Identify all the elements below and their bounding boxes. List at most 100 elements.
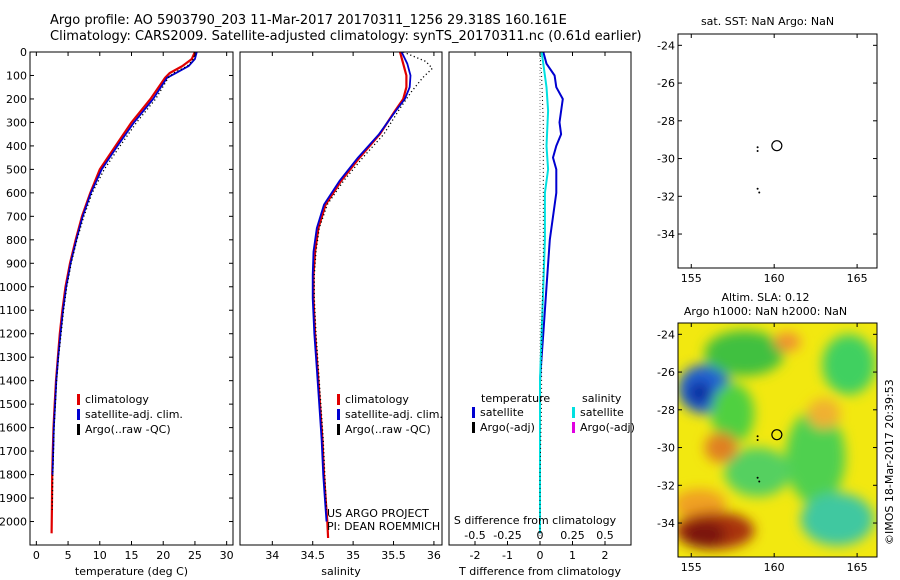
project-annotation: US ARGO PROJECT <box>327 507 429 520</box>
diff-legend-swatch-2 <box>572 407 575 418</box>
sst-map-track-dot-1 <box>756 150 759 152</box>
sla-map-track-dot-1 <box>756 439 759 441</box>
sst-map-profile-marker <box>771 140 783 152</box>
sla-map-xtick-label-2: 165 <box>847 561 868 574</box>
sal-xlabel: salinity <box>321 565 361 578</box>
depth-ytick-label-14: 1400 <box>0 375 27 388</box>
sla-map-track-dot-0 <box>756 435 759 438</box>
sal-plot-frame <box>239 51 443 546</box>
sst-map-ytick-label-5: -34 <box>657 228 675 241</box>
diff-s-tick-label-1: -0.25 <box>493 529 521 542</box>
sla-map-blob-2 <box>704 330 785 376</box>
difference-panel: -2 -1 0 1 2 -0.5 -0.25 0 0.25 0.5 S difference fro… <box>448 51 635 578</box>
sst-map-title: sat. SST: NaN Argo: NaN <box>701 15 834 28</box>
sal-xtick-label-0: 34 <box>265 549 279 562</box>
depth-ytick-label-6: 600 <box>6 187 27 200</box>
temp-legend-label-1: satellite-adj. clim. <box>85 408 183 421</box>
depth-ytick-label-20: 2000 <box>0 516 27 529</box>
sal-xtick-label-2: 35 <box>346 549 360 562</box>
sla-map-profile-marker <box>771 429 783 441</box>
temp-xtick-label-6: 30 <box>220 549 234 562</box>
depth-ytick-label-2: 200 <box>6 93 27 106</box>
sla-map-blob-3 <box>822 334 876 395</box>
sla-map-blob-1 <box>687 381 712 405</box>
sst-map-frame <box>677 33 878 269</box>
sal-legend-label-2: Argo(..raw -QC) <box>345 423 431 436</box>
sst-map-track-dot-2 <box>756 187 759 190</box>
figure-title-line2: Climatology: CARS2009. Satellite-adjuste… <box>50 29 642 44</box>
temp-series-0 <box>50 51 196 534</box>
sst-map-ytick-label-3: -30 <box>657 153 675 166</box>
diff-legend-swatch-3 <box>572 422 575 433</box>
temp-xtick-label-2: 10 <box>93 549 107 562</box>
sla-map-frame <box>677 322 878 558</box>
sla-map-blob-8 <box>704 432 738 463</box>
diff-s-tick-label-3: 0.25 <box>560 529 585 542</box>
temp-xtick-label-4: 20 <box>156 549 170 562</box>
diff-series-1 <box>539 51 550 534</box>
sla-map-ytick-label-2: -28 <box>657 404 675 417</box>
depth-ytick-label-0: 0 <box>20 46 27 59</box>
sla-map-xtick-label-1: 160 <box>764 561 785 574</box>
sla-map-ytick-label-0: -24 <box>657 328 675 341</box>
sla-map-blob-11 <box>682 521 727 548</box>
sla-map-xtick-label-0: 155 <box>681 561 702 574</box>
temp-xtick-label-0: 0 <box>33 549 40 562</box>
sla-map-track-dot-3 <box>758 480 761 483</box>
sst-map-xtick-label-1: 160 <box>764 272 785 285</box>
diff-legend-label-1: Argo(-adj) <box>480 421 535 434</box>
diff-s-tick-label-0: -0.5 <box>464 529 485 542</box>
sla-map-blob-5 <box>724 447 791 497</box>
sla-map-subtitle: Argo h1000: NaN h2000: NaN <box>684 305 847 318</box>
depth-ytick-label-15: 1500 <box>0 398 27 411</box>
depth-ytick-label-16: 1600 <box>0 422 27 435</box>
diff-legend-label-3: Argo(-adj) <box>580 421 635 434</box>
sal-xtick-label-4: 36 <box>427 549 441 562</box>
temperature-panel: 0 5 10 15 20 25 300100200300400500600700800900… <box>0 46 234 578</box>
sal-legend-swatch-1 <box>337 409 340 420</box>
pi-annotation: PI: DEAN ROEMMICH <box>327 520 440 533</box>
sst-map-ytick-label-0: -24 <box>657 39 675 52</box>
depth-ytick-label-10: 1000 <box>0 281 27 294</box>
temp-xtick-label-1: 5 <box>65 549 72 562</box>
depth-ytick-label-19: 1900 <box>0 492 27 505</box>
diff-xtick-label-1: -1 <box>502 549 513 562</box>
temp-xtick-label-3: 15 <box>125 549 139 562</box>
sla-map-track-dot-2 <box>756 476 759 479</box>
diff-legend-swatch-1 <box>472 422 475 433</box>
depth-ytick-label-3: 300 <box>6 116 27 129</box>
diff-legend-label-0: satellite <box>480 406 524 419</box>
sla-map-ytick-label-3: -30 <box>657 442 675 455</box>
depth-ytick-label-9: 900 <box>6 257 27 270</box>
sst-map-panel: 155 160 165 -24 -26 -28 -30 -32 -34 sat. SST: NaN… <box>657 15 878 285</box>
temp-series-2 <box>51 51 196 510</box>
sal-xtick-label-3: 35.5 <box>381 549 406 562</box>
sal-series-2 <box>313 51 433 510</box>
sla-map-ytick-label-5: -34 <box>657 517 675 530</box>
temp-legend-swatch-2 <box>77 424 80 435</box>
depth-ytick-label-17: 1700 <box>0 445 27 458</box>
depth-ytick-label-12: 1200 <box>0 328 27 341</box>
sal-legend-label-1: satellite-adj. clim. <box>345 408 443 421</box>
depth-ytick-label-1: 100 <box>6 69 27 82</box>
sst-map-xtick-label-2: 165 <box>847 272 868 285</box>
sal-series-0 <box>312 51 408 539</box>
diff-xtick-label-4: 2 <box>602 549 609 562</box>
sst-map-track-dot-3 <box>758 191 761 194</box>
depth-ytick-label-7: 700 <box>6 210 27 223</box>
diff-legend-label-2: satellite <box>580 406 624 419</box>
depth-ytick-label-5: 500 <box>6 163 27 176</box>
sla-map-heatmap-blobs <box>678 330 876 550</box>
figure-title-line1: Argo profile: AO 5903790_203 11-Mar-2017… <box>50 13 567 28</box>
temp-xtick-label-5: 25 <box>188 549 202 562</box>
diff-xtick-label-2: 0 <box>537 549 544 562</box>
sla-map-title: Altim. SLA: 0.12 <box>721 291 809 304</box>
sla-map-blob-6 <box>800 492 874 546</box>
sst-map-ytick-label-1: -26 <box>657 77 675 90</box>
diff-legend-header-temperature: temperature <box>481 392 550 405</box>
sst-map-ytick-label-4: -32 <box>657 190 675 203</box>
temp-legend-label-2: Argo(..raw -QC) <box>85 423 171 436</box>
sla-map-heatmap <box>678 323 877 557</box>
diff-s-label: S difference from climatology <box>454 514 617 527</box>
